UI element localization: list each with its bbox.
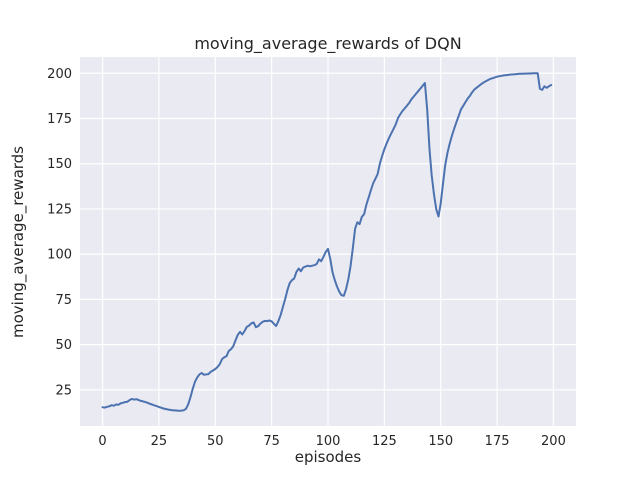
x-tick-label: 0 [98,434,106,449]
y-tick-label: 75 [55,293,72,308]
x-tick-label: 175 [485,434,510,449]
x-axis-label: episodes [294,448,362,466]
y-tick-label: 200 [47,67,72,82]
x-tick-label: 75 [263,434,280,449]
reward-line [101,72,553,412]
chart-title: moving_average_rewards of DQN [194,34,462,53]
y-tick-label: 175 [47,112,72,127]
y-tick-label: 150 [47,157,72,172]
x-tick-label: 125 [372,434,397,449]
y-tick-label: 125 [47,202,72,217]
y-tick-label: 100 [47,248,72,263]
y-tick-label: 50 [55,338,72,353]
x-tick-label: 100 [316,434,341,449]
x-tick-label: 50 [207,434,224,449]
x-tick-label: 25 [151,434,168,449]
y-tick-label: 25 [55,383,72,398]
x-tick-label: 200 [541,434,566,449]
x-tick-label: 150 [428,434,453,449]
